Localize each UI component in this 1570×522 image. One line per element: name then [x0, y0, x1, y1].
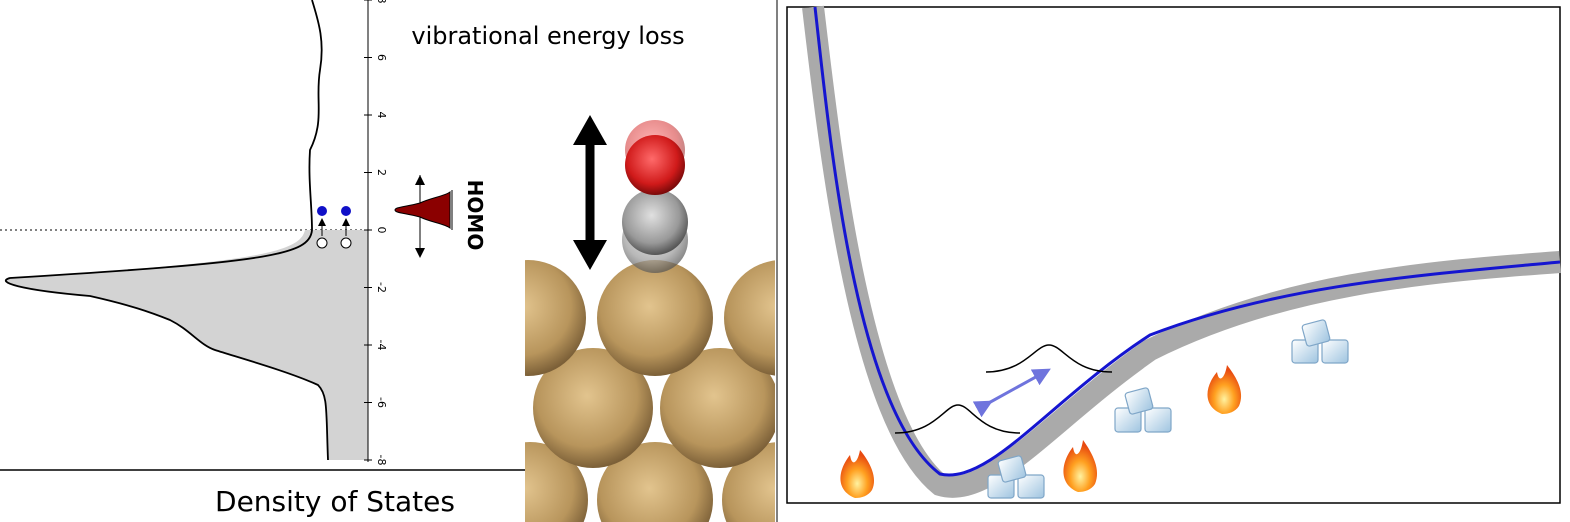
homo-label: HOMO — [463, 180, 487, 251]
wavepacket — [894, 404, 1021, 434]
tick-label: -4 — [375, 340, 388, 351]
tick-label: 6 — [375, 54, 388, 61]
tick-label: 2 — [375, 169, 388, 176]
potential-curve — [813, 6, 1561, 477]
wavepacket — [985, 344, 1113, 373]
electron — [341, 206, 351, 216]
surface — [525, 115, 775, 522]
hole — [340, 237, 352, 249]
heat-icons — [840, 365, 1242, 498]
electron — [317, 206, 327, 216]
frame — [786, 6, 1561, 504]
dos-fill — [5, 230, 369, 460]
tick-label: -8 — [375, 455, 388, 466]
dos-panel: -8 -6 -4 -2 0 2 4 6 8 Density of States HOMO vib… — [0, 0, 685, 518]
energy-ticks: -8 -6 -4 -2 0 2 4 6 8 — [364, 0, 388, 465]
tick-label: 8 — [375, 0, 388, 4]
tick-label: 0 — [375, 227, 388, 234]
homo-arrowheads — [415, 175, 425, 258]
dos-curve — [4, 0, 329, 461]
hole — [316, 237, 328, 249]
title: vibrational energy loss — [411, 22, 684, 50]
tick-label: -6 — [375, 397, 388, 408]
cold-icons — [987, 319, 1349, 499]
tick-label: 4 — [375, 112, 388, 119]
tick-label: -2 — [375, 282, 388, 293]
potential-band — [802, 5, 1561, 498]
transition-arrow — [972, 368, 1051, 418]
x-label: Density of States — [215, 485, 455, 518]
homo-peak — [394, 190, 451, 230]
potential-panel — [786, 5, 1561, 504]
